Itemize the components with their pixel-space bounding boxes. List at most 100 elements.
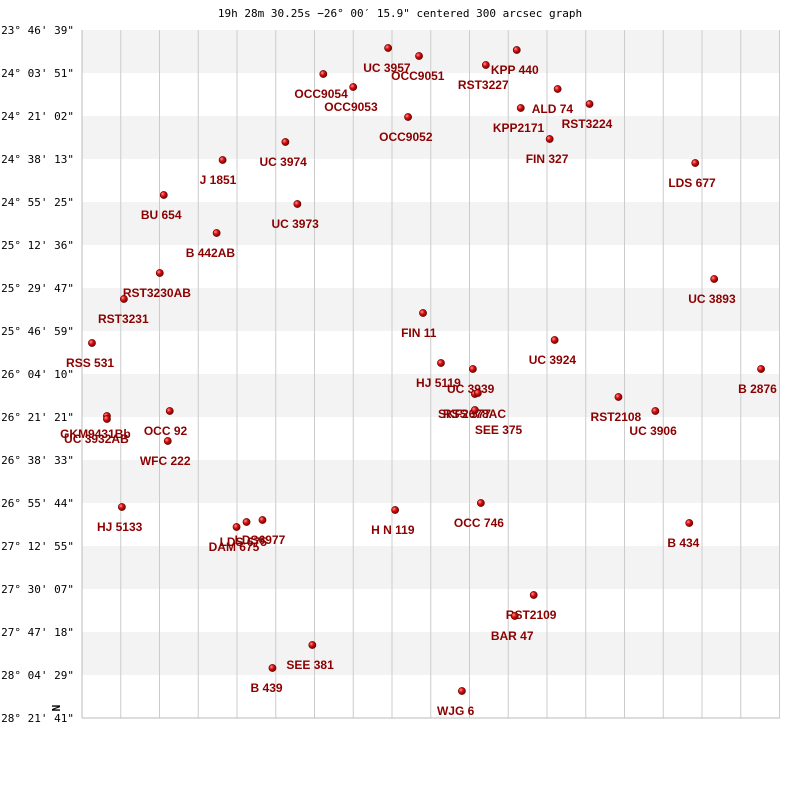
y-tick-label: -26° 21' 21" xyxy=(0,411,74,424)
star-label: LDS6977 xyxy=(235,533,286,547)
star-point[interactable] xyxy=(308,641,317,649)
y-tick-label: -28° 21' 41" xyxy=(0,712,74,725)
star-point[interactable] xyxy=(685,519,694,527)
y-tick-label: -26° 38' 33" xyxy=(0,454,74,467)
star-label: OCC9054 xyxy=(294,87,348,101)
star-label: UC 3957 xyxy=(363,61,411,75)
star-label: OCC9053 xyxy=(324,100,378,114)
star-point[interactable] xyxy=(585,100,594,108)
star-point[interactable] xyxy=(757,365,765,373)
y-tick-label: -25° 46' 59" xyxy=(0,325,74,338)
y-tick-label: -26° 04' 10" xyxy=(0,368,74,381)
star-point[interactable] xyxy=(470,406,479,414)
y-tick-label: -28° 04' 29" xyxy=(0,669,74,682)
star-point[interactable] xyxy=(710,275,719,283)
star-point[interactable] xyxy=(384,44,393,52)
star-label: LDS 675 xyxy=(220,535,268,549)
star-point[interactable] xyxy=(419,309,427,317)
star-point[interactable] xyxy=(218,156,227,164)
star-label: SKF2678AC xyxy=(438,407,506,421)
star-point[interactable] xyxy=(281,138,290,146)
star-point[interactable] xyxy=(529,591,538,599)
star-point[interactable] xyxy=(481,61,490,69)
y-tick-label: -27° 47' 18" xyxy=(0,626,74,639)
star-label: WJG 6 xyxy=(437,704,475,718)
star-label: RST3227 xyxy=(458,78,509,92)
star-point[interactable] xyxy=(553,85,562,93)
star-point[interactable] xyxy=(268,664,277,672)
star-point[interactable] xyxy=(119,295,128,303)
star-label: RST2109 xyxy=(506,608,557,622)
star-point[interactable] xyxy=(293,200,302,208)
star-point[interactable] xyxy=(212,229,221,237)
star-point[interactable] xyxy=(458,687,466,695)
star-point[interactable] xyxy=(163,437,172,445)
star-label: B 439 xyxy=(251,681,283,695)
star-point[interactable] xyxy=(242,518,251,526)
star-label: UC 3906 xyxy=(629,424,677,438)
star-point[interactable] xyxy=(510,612,519,620)
star-label: B 434 xyxy=(667,536,699,550)
star-label: RSS 577 xyxy=(443,407,491,421)
star-point[interactable] xyxy=(349,83,358,91)
star-point[interactable] xyxy=(117,503,126,511)
star-label: UC 3893 xyxy=(688,292,736,306)
star-label: KPP2171 xyxy=(493,121,545,135)
star-point[interactable] xyxy=(319,70,328,78)
star-point[interactable] xyxy=(404,113,412,121)
star-point[interactable] xyxy=(691,159,700,167)
star-point[interactable] xyxy=(437,359,445,367)
star-label: OCC 92 xyxy=(144,424,188,438)
star-point[interactable] xyxy=(468,365,477,373)
star-point[interactable] xyxy=(88,339,96,347)
north-axis-label: N xyxy=(50,705,63,712)
star-point[interactable] xyxy=(545,135,554,143)
y-tick-label: -25° 12' 36" xyxy=(0,239,74,252)
y-tick-label: -26° 55' 44" xyxy=(0,497,74,510)
star-label: FIN 327 xyxy=(526,152,569,166)
star-point[interactable] xyxy=(476,499,485,507)
star-label: DAM 675 xyxy=(209,540,260,554)
star-point[interactable] xyxy=(103,415,111,423)
star-label: RSS 531 xyxy=(66,356,114,370)
star-label: LDS 677 xyxy=(668,176,716,190)
star-label: ALD 74 xyxy=(532,102,574,116)
y-tick-label: -24° 38' 13" xyxy=(0,153,74,166)
star-point[interactable] xyxy=(550,336,559,344)
star-label: H N 119 xyxy=(371,523,415,537)
y-tick-label: -27° 12' 55" xyxy=(0,540,74,553)
star-label: UC 3973 xyxy=(271,217,319,231)
star-point[interactable] xyxy=(512,46,521,54)
star-label: UC 3939 xyxy=(447,382,495,396)
grid-lines xyxy=(81,30,780,719)
star-label: HJ 5133 xyxy=(97,520,143,534)
star-label: WFC 222 xyxy=(140,454,191,468)
star-point[interactable] xyxy=(614,393,623,401)
star-label: SEE 375 xyxy=(475,423,523,437)
star-point[interactable] xyxy=(232,523,241,531)
star-label: OCC9051 xyxy=(391,69,445,83)
star-point[interactable] xyxy=(159,191,168,199)
star-label: RST3230AB xyxy=(123,286,191,300)
star-label: KPP 440 xyxy=(491,63,539,77)
star-point[interactable] xyxy=(516,104,525,112)
star-point[interactable] xyxy=(258,516,267,524)
star-point[interactable] xyxy=(391,506,400,514)
star-point[interactable] xyxy=(165,407,174,415)
star-point[interactable] xyxy=(473,389,482,397)
star-label: HJ 5119 xyxy=(416,376,461,390)
star-point[interactable] xyxy=(651,407,660,415)
y-tick-label: -24° 21' 02" xyxy=(0,110,74,123)
star-label: UC 3974 xyxy=(259,155,307,169)
y-axis-tick-labels: -23° 46' 39" -24° 03' 51" -24° 21' 02" -24°… xyxy=(0,24,74,725)
star-label: J 1851 xyxy=(200,173,237,187)
star-label: RST3224 xyxy=(562,117,613,131)
star-label: BAR 47 xyxy=(491,629,534,643)
star-point[interactable] xyxy=(155,269,164,277)
y-tick-label: -23° 46' 39" xyxy=(0,24,74,37)
star-label: GKM9431Bb xyxy=(60,427,131,441)
star-point[interactable] xyxy=(415,52,423,60)
